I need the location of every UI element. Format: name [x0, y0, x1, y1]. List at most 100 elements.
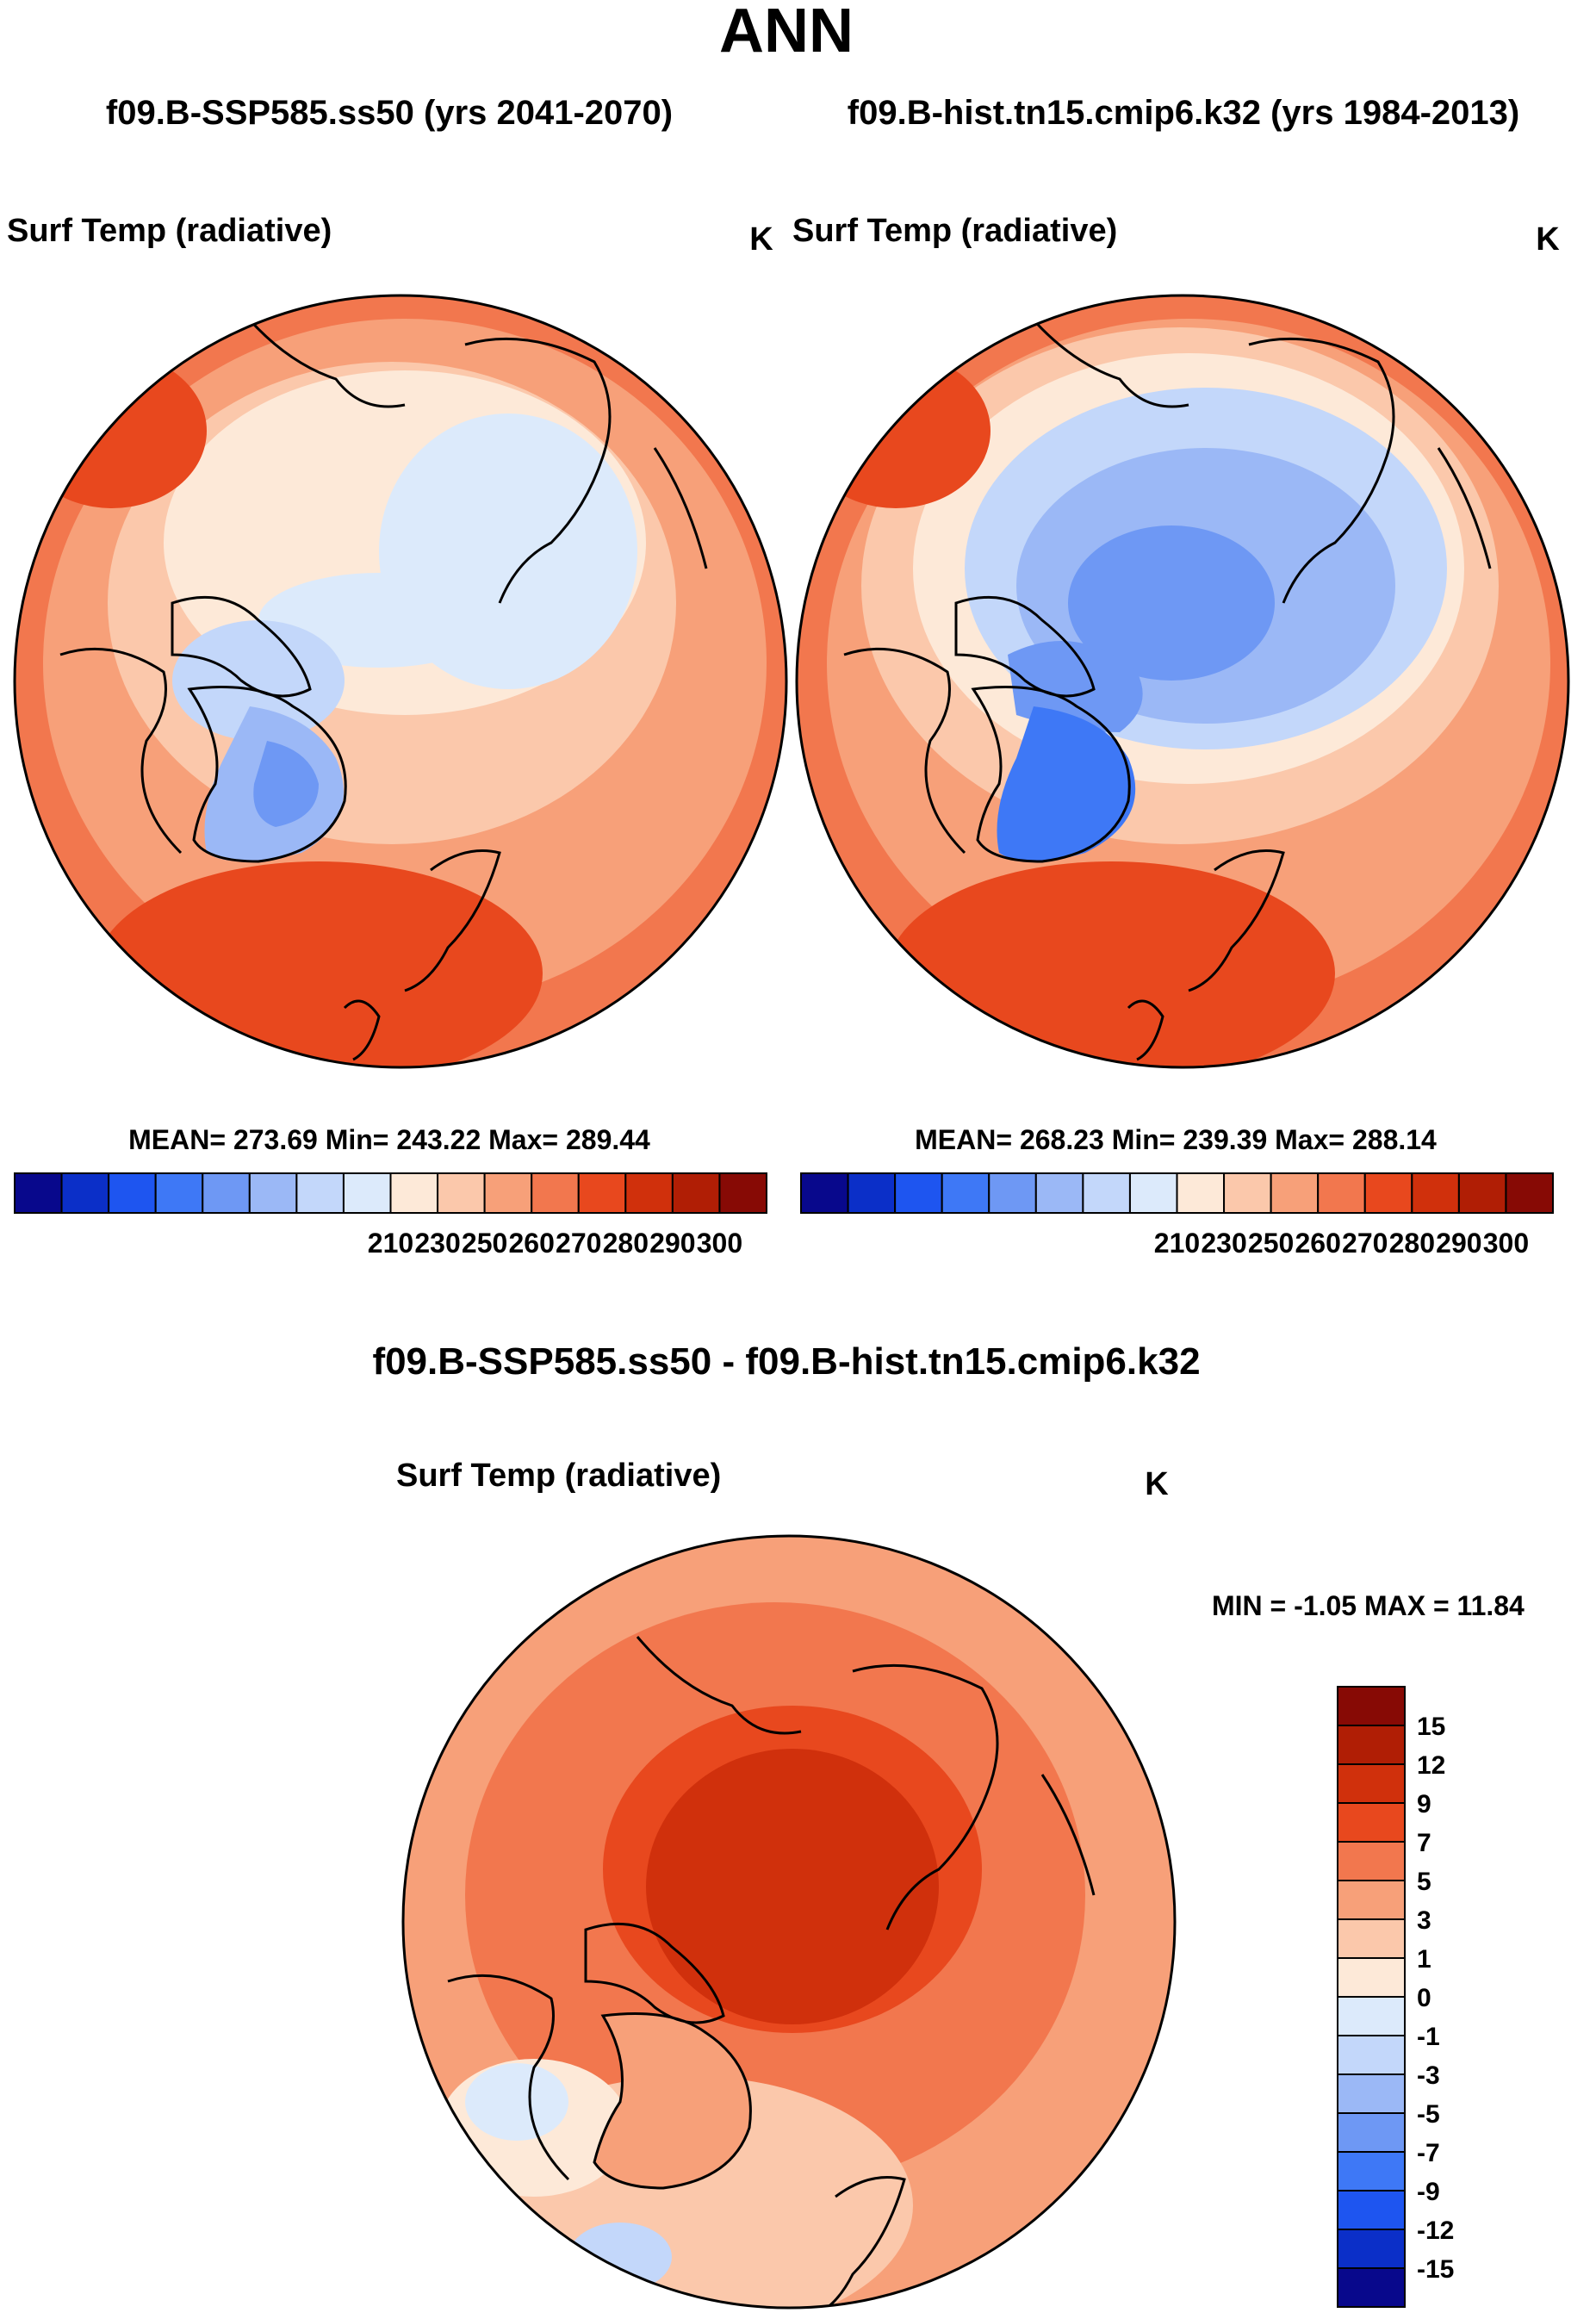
panel-control-colorbar-tick-label: 210 — [1154, 1228, 1200, 1259]
panel-control-colorbar-swatch — [1457, 1172, 1507, 1214]
difference-colorbar-swatch — [1337, 1957, 1406, 1998]
difference-colorbar-swatch — [1337, 1802, 1406, 1843]
panel-test-colorbar-swatch — [483, 1172, 533, 1214]
panel-control-map — [797, 295, 1568, 1067]
difference-colorbar-swatch — [1337, 2190, 1406, 2230]
panel-test-colorbar-tick-label: 260 — [508, 1228, 554, 1259]
difference-colorbar-swatch — [1337, 2267, 1406, 2308]
panel-control-colorbar-tick-label: 280 — [1389, 1228, 1435, 1259]
difference-colorbar-tick-label: 9 — [1417, 1790, 1431, 1819]
difference-colorbar-tick-label: 5 — [1417, 1868, 1431, 1896]
difference-colorbar-swatch — [1337, 2151, 1406, 2192]
panel-control-colorbar-swatch — [1505, 1172, 1554, 1214]
difference-colorbar-tick-label: -7 — [1417, 2139, 1440, 2167]
panel-control-colorbar-tick-label: 270 — [1342, 1228, 1388, 1259]
panel-control-colorbar-swatch — [1411, 1172, 1460, 1214]
panel-control-colorbar-swatch — [800, 1172, 849, 1214]
panel-test-colorbar-swatch — [14, 1172, 63, 1214]
panel-test-map — [15, 295, 786, 1067]
panel-test-colorbar-swatch — [248, 1172, 298, 1214]
case-left-label: f09.B-SSP585.ss50 (yrs 2041-2070) — [106, 94, 673, 132]
difference-colorbar-tick-label: 12 — [1417, 1751, 1445, 1780]
difference-colorbar-tick-label: 0 — [1417, 1984, 1431, 2012]
panel-control-colorbar-swatch — [941, 1172, 991, 1214]
difference-colorbar-swatch — [1337, 1725, 1406, 1765]
difference-colorbar-tick-label: 15 — [1417, 1713, 1445, 1741]
difference-colorbar-tick-label: -9 — [1417, 2178, 1440, 2206]
difference-colorbar-swatch — [1337, 2035, 1406, 2075]
panel-test-colorbar-swatch — [389, 1172, 439, 1214]
panel-test-colorbar-swatch — [154, 1172, 204, 1214]
difference-colorbar-tick-label: -15 — [1417, 2255, 1454, 2284]
difference-colorbar-swatch — [1337, 1880, 1406, 1920]
difference-colorbar-swatch — [1337, 1686, 1406, 1726]
panel-control-colorbar-swatch — [1270, 1172, 1320, 1214]
panel-control-colorbar-swatch — [1034, 1172, 1084, 1214]
panel-control-units: K — [1536, 221, 1560, 258]
panel-control: Surf Temp (radiative) K — [792, 213, 1570, 1259]
panel-test-colorbar-tick-label: 210 — [368, 1228, 413, 1259]
panel-control-colorbar-swatch — [1363, 1172, 1413, 1214]
difference-colorbar-swatch — [1337, 2229, 1406, 2269]
difference-map — [403, 1536, 1175, 2308]
panel-test-colorbar: 210 230 250 260 270 280 290 300 — [14, 1172, 767, 1259]
difference-colorbar-tick-label: 7 — [1417, 1829, 1431, 1857]
difference-colorbar-swatch — [1337, 1763, 1406, 1804]
panel-test-colorbar-swatch — [531, 1172, 580, 1214]
difference-colorbar-tick-label: -3 — [1417, 2061, 1440, 2090]
panel-test-colorbar-swatch — [295, 1172, 345, 1214]
panel-control-colorbar-tick-label: 250 — [1248, 1228, 1294, 1259]
panel-control-stats: MEAN= 268.23 Min= 239.39 Max= 288.14 — [915, 1124, 1437, 1155]
panel-test-colorbar-tick-label: 300 — [697, 1228, 742, 1259]
difference-title: f09.B-SSP585.ss50 - f09.B-hist.tn15.cmip… — [372, 1340, 1200, 1383]
panel-test-colorbar-tick-label: 270 — [556, 1228, 601, 1259]
panel-control-colorbar-swatch — [1082, 1172, 1131, 1214]
case-right-label: f09.B-hist.tn15.cmip6.k32 (yrs 1984-2013… — [848, 94, 1519, 132]
difference-colorbar: 15 12 9 7 5 3 1 0 -1 -3 -5 -7 -9 -12 -15 — [1337, 1686, 1454, 2308]
panel-test-stats: MEAN= 273.69 Min= 243.22 Max= 289.44 — [128, 1124, 650, 1155]
difference-minmax: MIN = -1.05 MAX = 11.84 — [1212, 1590, 1525, 1621]
panel-control-colorbar-tick-label: 260 — [1295, 1228, 1340, 1259]
panel-control-colorbar-swatch — [1317, 1172, 1366, 1214]
panel-test-colorbar-swatch — [108, 1172, 157, 1214]
panel-control-colorbar-swatch — [894, 1172, 943, 1214]
panel-test-colorbar-tick-label: 290 — [649, 1228, 695, 1259]
difference-colorbar-tick-label: -12 — [1417, 2216, 1454, 2245]
difference-colorbar-tick-label: -5 — [1417, 2100, 1440, 2129]
panel-control-colorbar-swatch — [988, 1172, 1037, 1214]
panel-test-units: K — [749, 221, 773, 258]
panel-test-colorbar-swatch — [437, 1172, 486, 1214]
figure-title: ANN — [719, 0, 854, 65]
difference-colorbar-swatch — [1337, 1841, 1406, 1881]
difference-colorbar-swatch — [1337, 2112, 1406, 2153]
panel-test: Surf Temp (radiative) K — [7, 213, 788, 1259]
difference-colorbar-swatch — [1337, 2073, 1406, 2114]
panel-difference: f09.B-SSP585.ss50 - f09.B-hist.tn15.cmip… — [372, 1340, 1525, 2310]
panel-control-colorbar-tick-label: 300 — [1483, 1228, 1529, 1259]
panel-test-colorbar-swatch — [671, 1172, 721, 1214]
panel-test-colorbar-swatch — [342, 1172, 392, 1214]
panel-test-colorbar-swatch — [577, 1172, 627, 1214]
panel-control-colorbar-swatch — [847, 1172, 897, 1214]
panel-control-variable: Surf Temp (radiative) — [792, 213, 1117, 249]
panel-test-colorbar-swatch — [624, 1172, 674, 1214]
panel-test-variable: Surf Temp (radiative) — [7, 213, 332, 249]
panel-control-colorbar: 210 230 250 260 270 280 290 300 — [800, 1172, 1554, 1259]
panel-test-colorbar-tick-label: 280 — [603, 1228, 649, 1259]
difference-colorbar-tick-label: 1 — [1417, 1945, 1431, 1974]
difference-colorbar-tick-label: 3 — [1417, 1906, 1431, 1935]
panel-control-colorbar-swatch — [1176, 1172, 1226, 1214]
panel-control-colorbar-tick-label: 230 — [1201, 1228, 1246, 1259]
panel-test-colorbar-swatch — [202, 1172, 251, 1214]
panel-control-colorbar-swatch — [1223, 1172, 1272, 1214]
difference-colorbar-tick-label: -1 — [1417, 2023, 1440, 2051]
panel-control-colorbar-swatch — [1128, 1172, 1178, 1214]
panel-test-colorbar-tick-label: 250 — [462, 1228, 507, 1259]
difference-colorbar-swatch — [1337, 1996, 1406, 2036]
panel-test-colorbar-swatch — [60, 1172, 110, 1214]
difference-units: K — [1145, 1466, 1169, 1502]
panel-control-colorbar-tick-label: 290 — [1436, 1228, 1481, 1259]
difference-variable: Surf Temp (radiative) — [396, 1458, 721, 1494]
panel-test-colorbar-swatch — [718, 1172, 767, 1214]
